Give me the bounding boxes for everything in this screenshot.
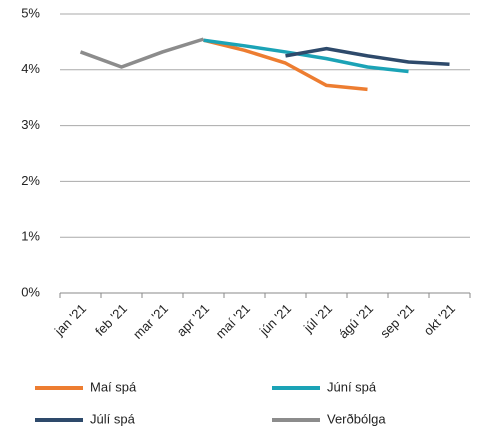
- y-tick-label: 5%: [21, 5, 40, 20]
- y-tick-label: 0%: [21, 284, 40, 299]
- x-tick-label: sep '21: [377, 301, 417, 341]
- x-tick-label: mar '21: [130, 301, 171, 342]
- legend-label: Júní spá: [327, 379, 377, 394]
- x-tick-label: okt '21: [421, 301, 458, 338]
- y-tick-label: 3%: [21, 117, 40, 132]
- series-line: [79, 37, 205, 69]
- series-line: [203, 38, 409, 74]
- x-tick-label: ágú '21: [336, 301, 376, 341]
- x-tick-label: júl '21: [300, 301, 335, 336]
- legend-label: Júlí spá: [90, 411, 136, 426]
- y-tick-label: 2%: [21, 173, 40, 188]
- x-tick-label: apr '21: [174, 301, 212, 339]
- legend-label: Verðbólga: [327, 411, 386, 426]
- legend-label: Maí spá: [90, 379, 137, 394]
- x-tick-label: feb '21: [92, 301, 130, 339]
- y-tick-label: 1%: [21, 229, 40, 244]
- y-tick-label: 4%: [21, 61, 40, 76]
- series-line: [203, 38, 368, 92]
- x-tick-label: jan '21: [51, 301, 89, 339]
- x-tick-label: maí '21: [213, 301, 253, 341]
- series-line: [285, 46, 450, 66]
- x-tick-label: jún '21: [256, 301, 294, 339]
